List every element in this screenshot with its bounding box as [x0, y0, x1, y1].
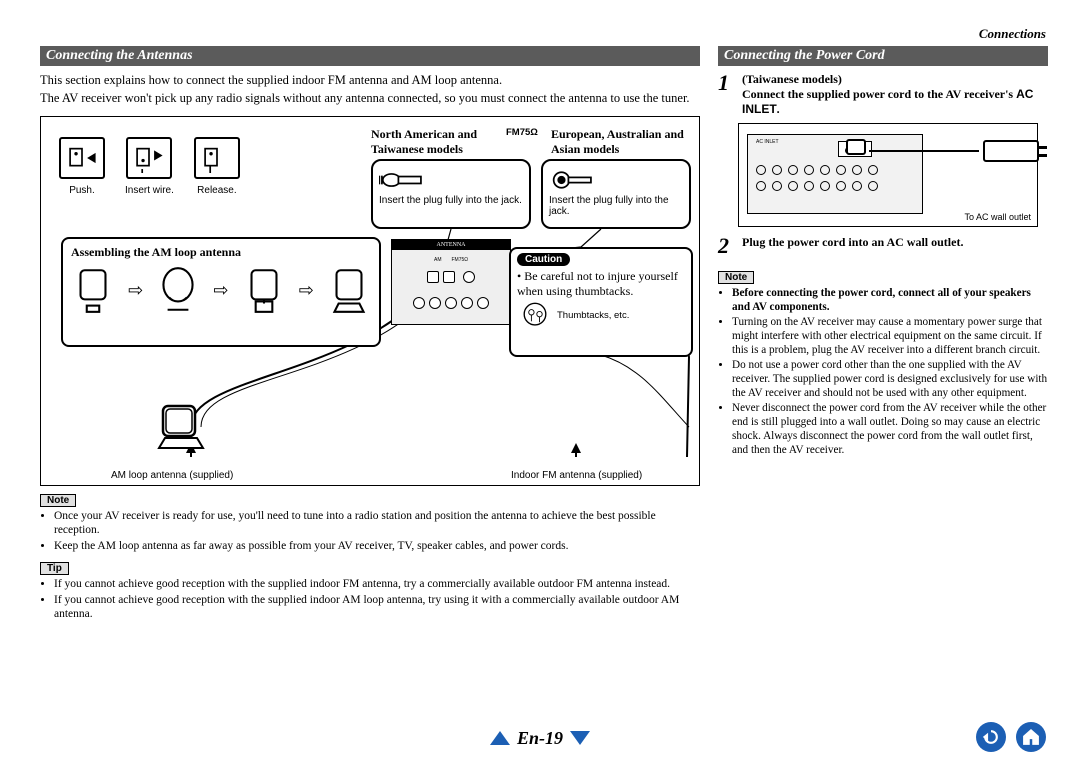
am-loop-step-icon	[242, 264, 286, 316]
left-column: Connecting the Antennas This section exp…	[40, 46, 700, 622]
step-1: 1 (Taiwanese models) Connect the supplie…	[718, 72, 1048, 117]
model-header-na: North American and Taiwanese models	[371, 127, 501, 157]
model-header-eu: European, Australian and Asian models	[551, 127, 691, 157]
callout-eu-plug: Insert the plug fully into the jack.	[541, 159, 691, 229]
note-item: Turning on the AV receiver may cause a m…	[732, 315, 1048, 357]
thumbtack-icon	[517, 301, 553, 329]
notes-right-list: Before connecting the power cord, connec…	[718, 286, 1048, 457]
note-label: Note	[718, 271, 754, 284]
note-item: Once your AV receiver is ready for use, …	[54, 509, 700, 538]
step-2: 2 Plug the power cord into an AC wall ou…	[718, 235, 1048, 257]
ac-outlet-label: To AC wall outlet	[964, 212, 1031, 222]
page-number: En-19	[517, 728, 563, 749]
step-number: 2	[718, 235, 736, 257]
footer: En-19	[0, 728, 1080, 753]
breadcrumb: Connections	[40, 26, 1048, 42]
caution-text: Be careful not to injure yourself when u…	[517, 269, 678, 298]
tip-label: Tip	[40, 562, 69, 575]
am-loop-assembly-box: Assembling the AM loop antenna ⇨ ⇨ ⇨	[61, 237, 381, 347]
arrow-icon: ⇨	[128, 280, 143, 301]
note-item: Keep the AM loop antenna as far away as …	[54, 539, 700, 553]
home-icon	[1021, 727, 1041, 747]
wire-insert-steps: Push. Insert wire. Release.	[59, 137, 240, 196]
power-cord-figure: AC INLET To AC wall outlet	[738, 123, 1038, 227]
undo-icon	[981, 727, 1001, 747]
am-antenna-label: AM loop antenna (supplied)	[111, 470, 233, 481]
antenna-figure: Push. Insert wire. Release. North Americ…	[40, 116, 700, 486]
note-item: Before connecting the power cord, connec…	[732, 286, 1048, 314]
push-icon	[65, 143, 99, 173]
thumbtacks-label: Thumbtacks, etc.	[557, 310, 629, 321]
tip-item: If you cannot achieve good reception wit…	[54, 593, 700, 622]
notes-list: Once your AV receiver is ready for use, …	[40, 509, 700, 553]
step1-text: Connect the supplied power cord to the A…	[742, 87, 1033, 116]
note-label: Note	[40, 494, 76, 507]
tips-list: If you cannot achieve good reception wit…	[40, 577, 700, 621]
intro-line-1: This section explains how to connect the…	[40, 72, 700, 88]
plug-na-icon	[379, 167, 423, 193]
note-item: Do not use a power cord other than the o…	[732, 358, 1048, 400]
fm75-label: FM75Ω	[506, 127, 538, 138]
power-cord-icon	[859, 136, 1039, 196]
section-header-antennas: Connecting the Antennas	[40, 46, 700, 66]
step-number: 1	[718, 72, 736, 117]
callout-text: Insert the plug fully into the jack.	[549, 193, 683, 217]
plug-eu-icon	[549, 167, 593, 193]
next-page-icon[interactable]	[570, 731, 590, 745]
insert-wire-icon	[132, 143, 166, 173]
intro-line-2: The AV receiver won't pick up any radio …	[40, 90, 700, 106]
step1-prefix: (Taiwanese models)	[742, 72, 842, 86]
caution-label: Caution	[517, 253, 570, 266]
step-label: Push.	[69, 185, 95, 196]
step-label: Insert wire.	[125, 185, 174, 196]
arrow-icon: ⇨	[213, 280, 228, 301]
caution-box: Caution • Be careful not to injure yours…	[509, 247, 693, 357]
antenna-terminal-panel: ANTENNA AMFM75Ω	[391, 239, 511, 325]
am-loop-step-icon	[71, 264, 115, 316]
section-header-power: Connecting the Power Cord	[718, 46, 1048, 66]
right-column: Connecting the Power Cord 1 (Taiwanese m…	[718, 46, 1048, 622]
callout-na-plug: Insert the plug fully into the jack.	[371, 159, 531, 229]
fm-antenna-label: Indoor FM antenna (supplied)	[511, 470, 642, 481]
am-box-label: Assembling the AM loop antenna	[71, 245, 371, 260]
step2-text: Plug the power cord into an AC wall outl…	[742, 235, 1048, 257]
home-button[interactable]	[1016, 722, 1046, 752]
prev-page-icon[interactable]	[490, 731, 510, 745]
release-icon	[200, 143, 234, 173]
arrow-icon: ⇨	[299, 280, 314, 301]
am-loop-step-icon	[156, 264, 200, 316]
callout-text: Insert the plug fully into the jack.	[379, 193, 523, 206]
back-button[interactable]	[976, 722, 1006, 752]
am-loop-step-icon	[327, 264, 371, 316]
step-label: Release.	[197, 185, 236, 196]
note-item: Never disconnect the power cord from the…	[732, 401, 1048, 457]
am-loop-antenna-icon	[151, 402, 211, 450]
tip-item: If you cannot achieve good reception wit…	[54, 577, 700, 591]
intro-text: This section explains how to connect the…	[40, 72, 700, 106]
